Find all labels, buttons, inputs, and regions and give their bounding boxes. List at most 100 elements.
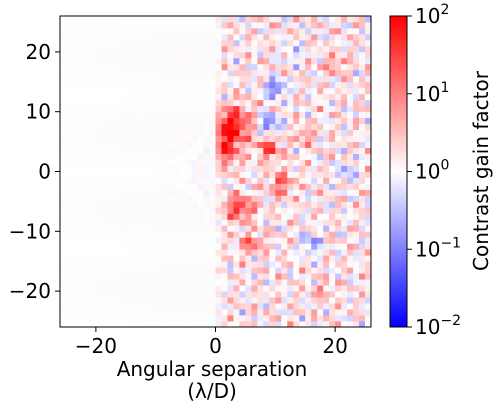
heatmap-cell: [263, 267, 270, 274]
heatmap-cell: [305, 81, 312, 89]
heatmap-cell: [71, 171, 79, 178]
heatmap-cell: [281, 171, 288, 178]
heatmap-cell: [251, 165, 258, 172]
heatmap-cell: [257, 285, 264, 292]
heatmap-cell: [329, 261, 336, 268]
heatmap-cell: [179, 27, 186, 35]
heatmap-cell: [60, 207, 67, 214]
heatmap-cell: [245, 129, 252, 137]
heatmap-cell: [209, 129, 216, 137]
heatmap-cell: [155, 183, 163, 190]
heatmap-cell: [209, 147, 216, 154]
heatmap-cell: [347, 219, 354, 226]
heatmap-cell: [161, 57, 169, 65]
heatmap-cell: [89, 261, 97, 268]
heatmap-cell: [221, 93, 228, 101]
heatmap-cell: [60, 33, 67, 41]
heatmap-cell: [125, 111, 133, 119]
heatmap-cell: [71, 249, 79, 256]
heatmap-cell: [60, 273, 67, 280]
heatmap-cell: [293, 141, 300, 148]
heatmap-cell: [233, 141, 240, 148]
heatmap-cell: [71, 189, 79, 196]
heatmap-cell: [359, 243, 366, 250]
heatmap-cell: [359, 159, 366, 166]
heatmap-cell: [257, 111, 264, 119]
heatmap-cell: [185, 129, 192, 137]
heatmap-cell: [203, 21, 210, 29]
heatmap-cell: [197, 75, 204, 83]
heatmap-cell: [299, 267, 306, 274]
heatmap-cell: [125, 183, 133, 190]
heatmap-cell: [143, 177, 151, 184]
heatmap-cell: [233, 147, 240, 154]
heatmap-cell: [95, 183, 103, 190]
heatmap-cell: [119, 129, 127, 137]
heatmap-cell: [215, 225, 222, 232]
heatmap-cell: [245, 267, 252, 274]
heatmap-cell: [341, 99, 348, 107]
heatmap-cell: [287, 39, 294, 47]
heatmap-cell: [227, 99, 234, 107]
heatmap-cell: [101, 225, 109, 232]
heatmap-cell: [347, 195, 354, 202]
heatmap-cell: [299, 213, 306, 220]
heatmap-cell: [365, 225, 371, 232]
heatmap-cell: [89, 45, 97, 53]
heatmap-cell: [329, 21, 336, 29]
heatmap-cell: [281, 87, 288, 95]
heatmap-cell: [107, 201, 115, 208]
heatmap-cell: [185, 243, 192, 250]
heatmap-cell: [77, 291, 85, 298]
heatmap-cell: [101, 57, 109, 65]
heatmap-cell: [149, 225, 157, 232]
heatmap-cell: [323, 33, 330, 41]
heatmap-cell: [179, 321, 186, 327]
heatmap-cell: [353, 315, 360, 322]
heatmap-cell: [131, 69, 139, 77]
heatmap-cell: [143, 159, 151, 166]
heatmap-cell: [287, 207, 294, 214]
heatmap-cell: [269, 99, 276, 107]
heatmap-cell: [269, 189, 276, 196]
heatmap-cell: [71, 135, 79, 142]
heatmap-cell: [305, 105, 312, 113]
heatmap-cell: [83, 141, 91, 148]
heatmap-cell: [179, 81, 186, 89]
heatmap-cell: [251, 261, 258, 268]
heatmap-cell: [263, 57, 270, 65]
heatmap-cell: [119, 273, 127, 280]
heatmap-cell: [341, 45, 348, 53]
heatmap-cell: [305, 231, 312, 238]
heatmap-cell: [353, 147, 360, 154]
heatmap-cell: [341, 249, 348, 256]
heatmap-cell: [119, 123, 127, 131]
heatmap-cell: [347, 183, 354, 190]
heatmap-cell: [149, 129, 157, 137]
heatmap-cell: [89, 225, 97, 232]
heatmap-cell: [173, 249, 181, 256]
heatmap-cell: [155, 219, 163, 226]
heatmap-cell: [269, 279, 276, 286]
heatmap-cell: [131, 273, 139, 280]
heatmap-cell: [89, 69, 97, 77]
heatmap-cell: [173, 141, 181, 148]
heatmap-cell: [60, 321, 67, 327]
heatmap-cell: [161, 117, 169, 125]
heatmap-cell: [323, 267, 330, 274]
heatmap-cell: [71, 93, 79, 101]
heatmap-cell: [323, 87, 330, 95]
heatmap-cell: [191, 123, 198, 131]
heatmap-cell: [137, 315, 145, 322]
heatmap-cell: [83, 237, 91, 244]
heatmap-cell: [341, 303, 348, 310]
heatmap-cell: [281, 261, 288, 268]
heatmap-cell: [197, 93, 204, 101]
heatmap-cell: [347, 279, 354, 286]
heatmap-cell: [281, 69, 288, 77]
heatmap-cell: [107, 153, 115, 160]
heatmap-cell: [209, 69, 216, 77]
heatmap-cell: [131, 135, 139, 142]
heatmap-cell: [365, 135, 371, 142]
heatmap-cell: [137, 123, 145, 131]
